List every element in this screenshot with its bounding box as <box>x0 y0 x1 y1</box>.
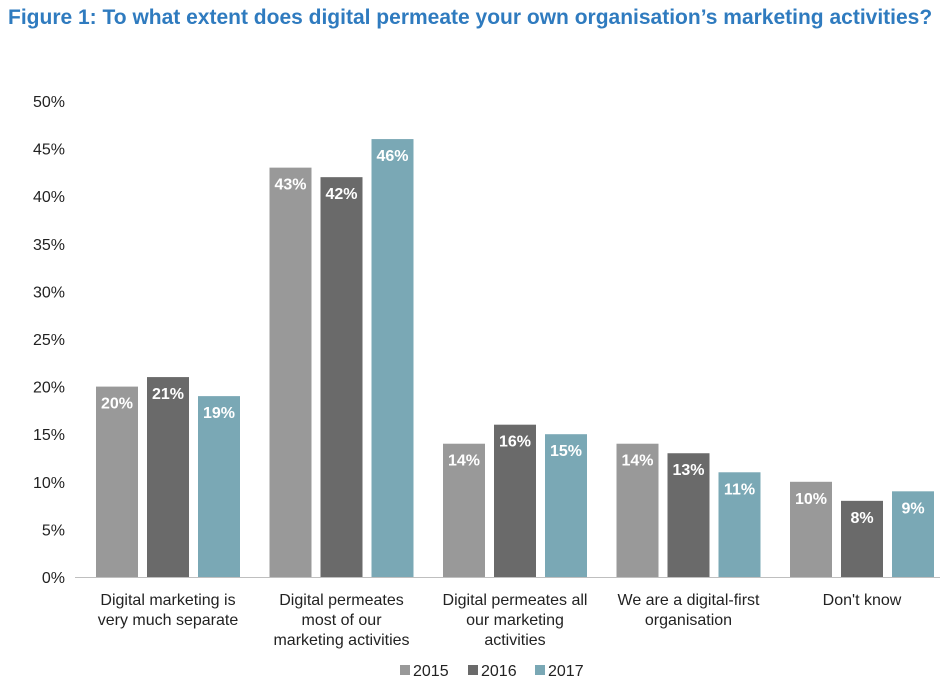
y-tick-label: 25% <box>33 332 65 349</box>
bar-2017 <box>545 434 587 577</box>
bar-2015 <box>790 481 832 577</box>
chart-title: Figure 1: To what extent does digital pe… <box>8 6 933 29</box>
category-label: Digital permeates all our marketing activi… <box>443 592 588 649</box>
y-tick-label: 5% <box>42 522 65 539</box>
bar-2016 <box>147 377 189 577</box>
legend-swatch-2015 <box>400 665 410 675</box>
bar-2017 <box>198 396 240 577</box>
bar-2016 <box>667 453 710 577</box>
legend-label: 2015 <box>413 663 449 680</box>
bars-group: 20% 21% 19% 43% 42% 46% 14% 16% 15% 14% 13% 11% 10% 8… <box>75 139 940 578</box>
legend-swatch-2016 <box>468 665 478 675</box>
legend-label: 2016 <box>481 663 517 680</box>
data-label: 8% <box>850 510 873 527</box>
bar-2017 <box>371 139 414 577</box>
data-label: 21% <box>152 386 184 403</box>
bar-2017 <box>892 491 934 577</box>
category-labels: Digital marketing is very much separate Di… <box>98 592 902 649</box>
legend-label: 2017 <box>548 663 584 680</box>
category-label: Digital marketing is very much separate <box>98 592 239 629</box>
bar-2016 <box>494 424 536 577</box>
data-label: 14% <box>621 453 653 470</box>
legend: 2015 2016 2017 <box>400 663 584 680</box>
category-label: Digital permeates most of our marketing ac… <box>273 592 409 649</box>
y-tick-label: 10% <box>33 475 65 492</box>
data-label: 16% <box>499 434 531 451</box>
data-label: 15% <box>550 443 582 460</box>
data-label: 42% <box>325 186 357 203</box>
y-axis: 0% 5% 10% 15% 20% 25% 30% 35% 40% 45% 50% <box>33 94 65 587</box>
bar-2015 <box>96 386 138 577</box>
data-label: 14% <box>448 453 480 470</box>
bar-2017 <box>718 472 761 577</box>
bar-2015 <box>269 167 312 577</box>
y-tick-label: 30% <box>33 284 65 301</box>
bar-2016 <box>320 177 363 577</box>
category-label: We are a digital-first organisation <box>618 592 761 629</box>
y-tick-label: 40% <box>33 189 65 206</box>
bar-2015 <box>616 443 659 577</box>
data-label: 19% <box>203 405 235 422</box>
data-label: 20% <box>101 396 133 413</box>
y-tick-label: 35% <box>33 237 65 254</box>
y-tick-label: 0% <box>42 570 65 587</box>
y-tick-label: 15% <box>33 427 65 444</box>
data-label: 13% <box>672 462 704 479</box>
bar-2016 <box>841 500 883 577</box>
y-tick-label: 50% <box>33 94 65 111</box>
y-tick-label: 45% <box>33 142 65 159</box>
data-label: 11% <box>724 481 755 498</box>
category-label: Don't know <box>823 592 902 609</box>
data-label: 10% <box>795 491 827 508</box>
y-tick-label: 20% <box>33 380 65 397</box>
legend-swatch-2017 <box>535 665 545 675</box>
bar-2015 <box>443 443 485 577</box>
data-label: 43% <box>274 177 306 194</box>
data-label: 46% <box>376 148 408 165</box>
data-label: 9% <box>901 500 924 517</box>
